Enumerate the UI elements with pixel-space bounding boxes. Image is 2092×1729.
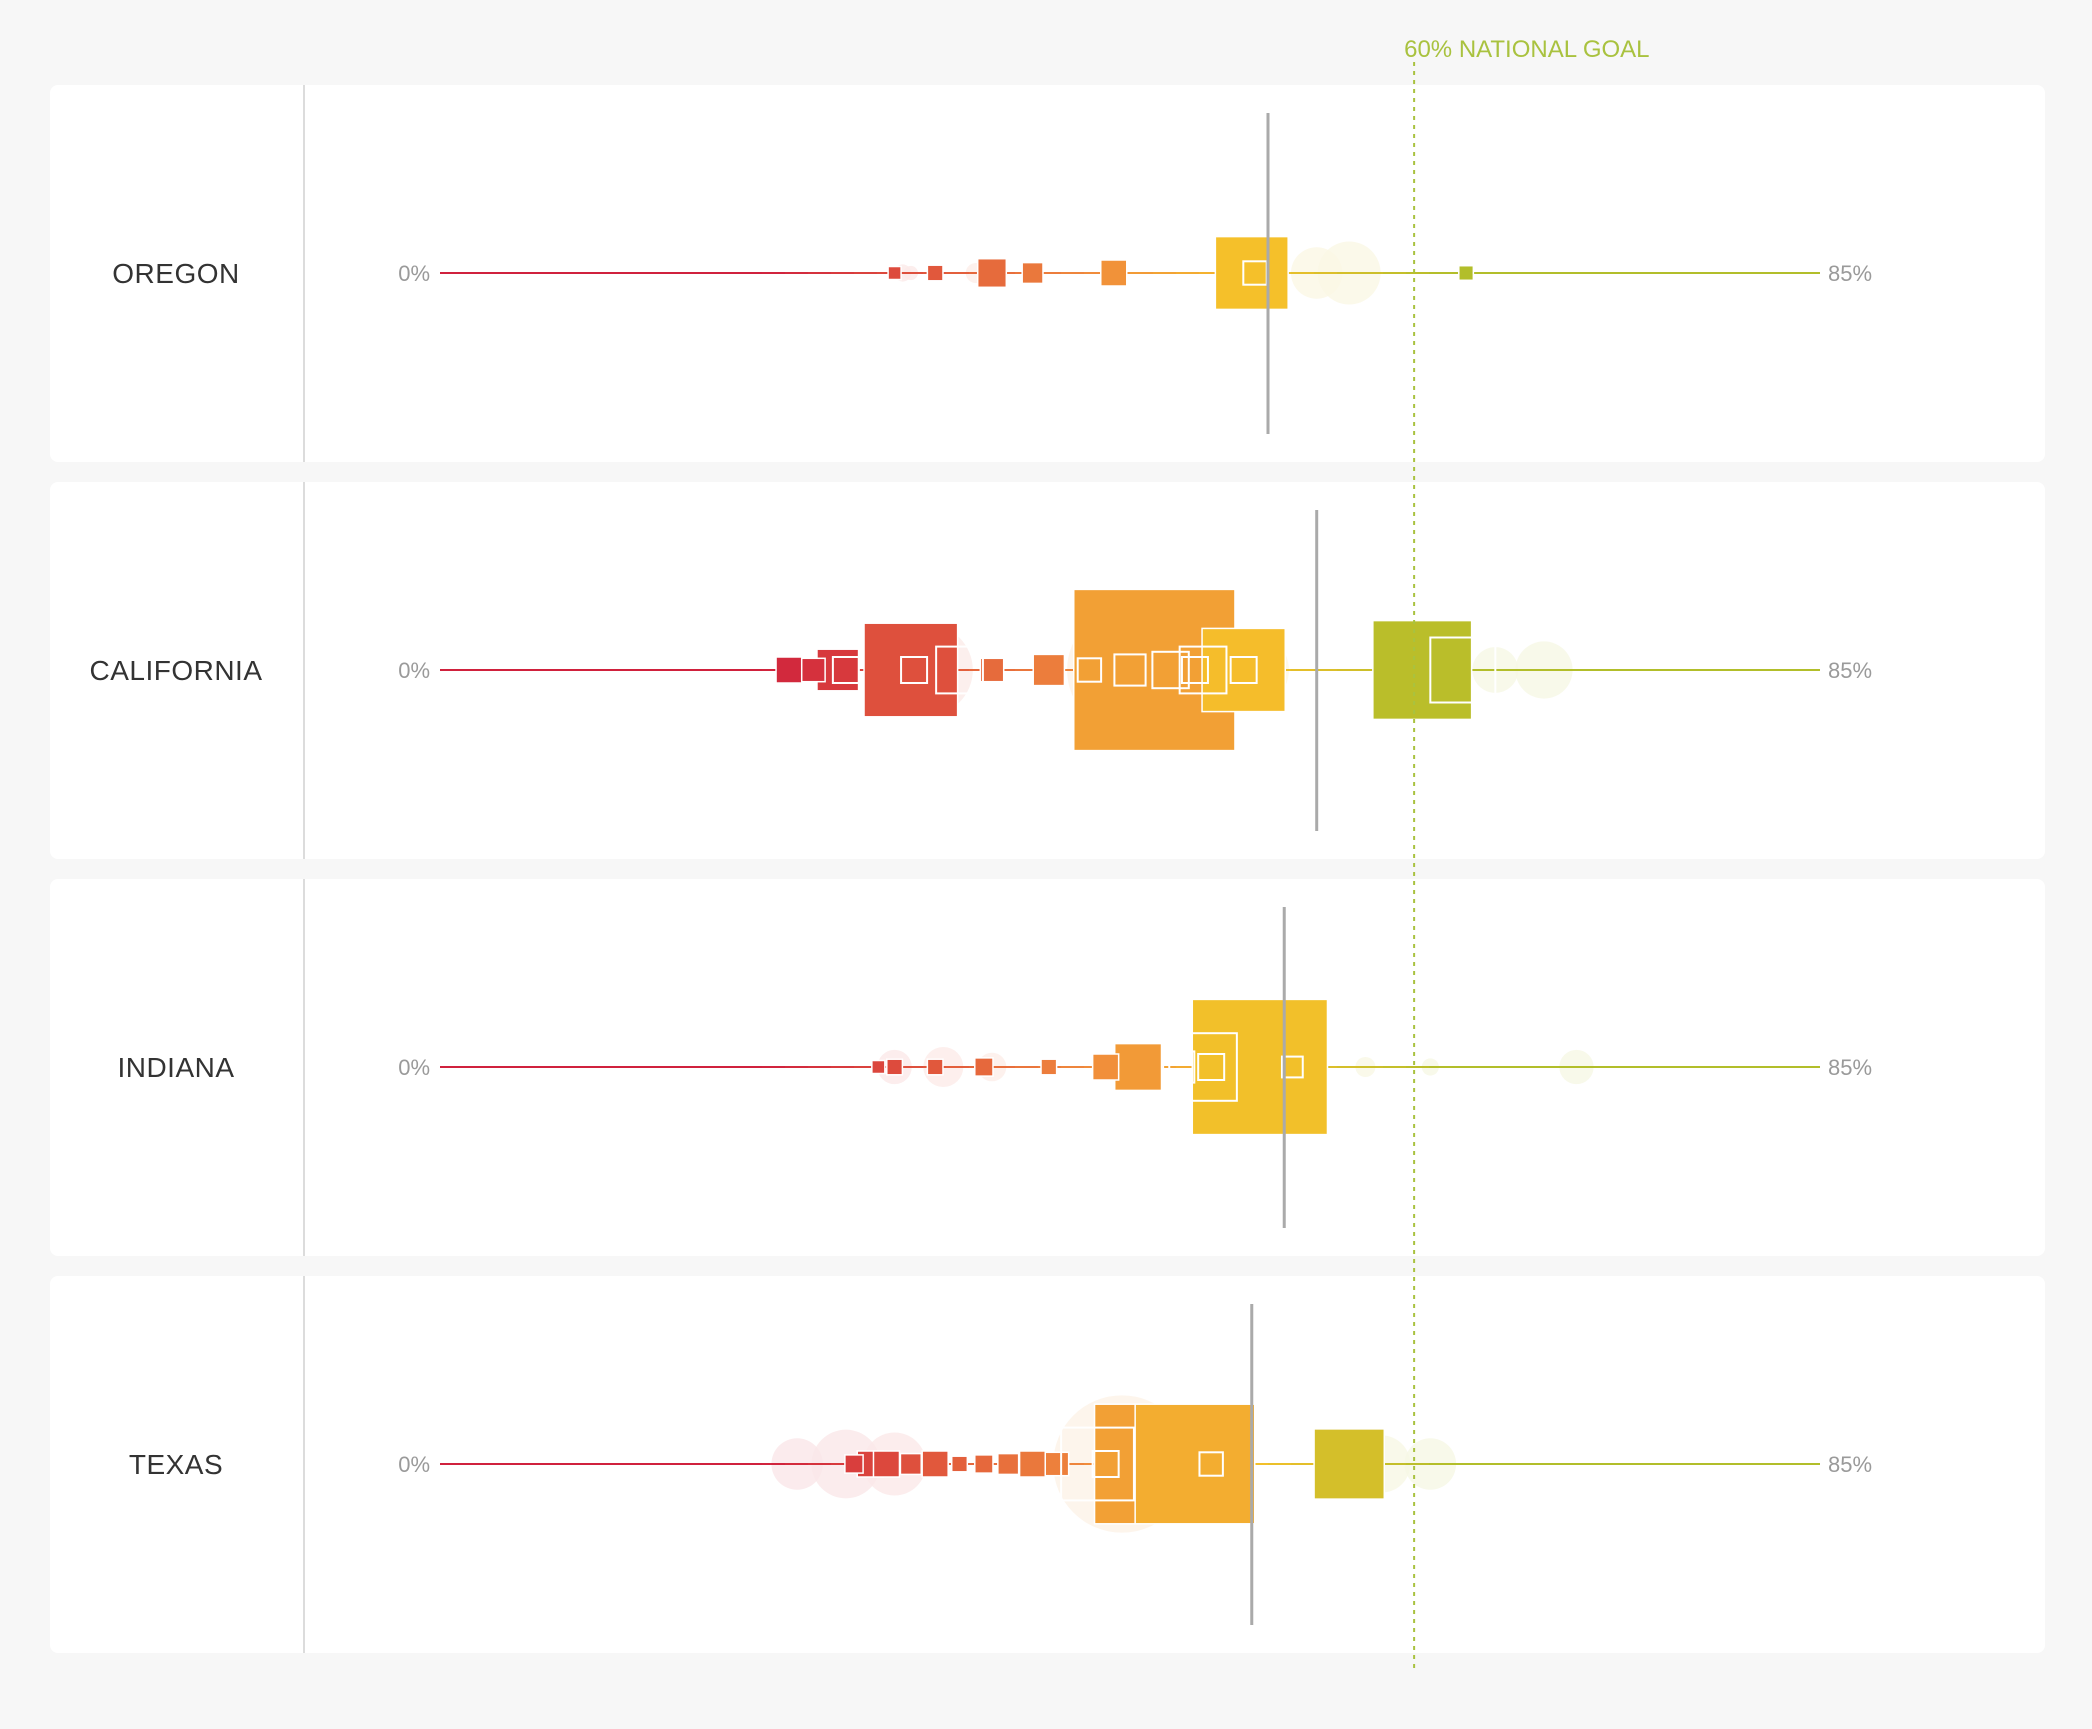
- axis-min-label: 0%: [398, 658, 430, 683]
- institution-marker-outline: [1198, 1451, 1224, 1477]
- institution-marker: [926, 264, 944, 282]
- institution-marker-outline: [1280, 1055, 1304, 1079]
- institution-marker: [1201, 627, 1286, 713]
- state-label: OREGON: [112, 258, 239, 289]
- institution-marker-outline: [1162, 1050, 1196, 1084]
- state-panels: OREGON 0% 85%CALIFORNIA 0% 85%INDIANA 0% 85%TE…: [50, 85, 2045, 1653]
- institution-marker: [979, 657, 1005, 683]
- institution-marker: [974, 1454, 994, 1474]
- axis-min-label: 0%: [398, 1452, 430, 1477]
- institution-marker: [1458, 264, 1475, 282]
- institution-marker-outline: [1429, 636, 1497, 704]
- institution-marker-outline: [1229, 656, 1258, 684]
- institution-marker: [775, 656, 803, 684]
- institution-marker: [1044, 1451, 1070, 1477]
- institution-marker-outline: [1178, 645, 1228, 695]
- institution-marker: [1134, 1403, 1256, 1525]
- state-panel-california: CALIFORNIA 0% 85%: [50, 482, 2045, 859]
- institution-marker: [950, 1455, 969, 1473]
- state-panel-oregon: OREGON 0% 85%: [50, 85, 2045, 462]
- institution-marker: [1091, 1053, 1120, 1081]
- state-label: CALIFORNIA: [89, 655, 262, 686]
- state-panel-texas: TEXAS 0% 85%: [50, 1276, 2045, 1653]
- institution-marker: [1040, 1058, 1058, 1076]
- institution-marker: [1032, 653, 1066, 687]
- institution-marker: [899, 1452, 922, 1476]
- institution-marker: [1372, 619, 1473, 721]
- axis-max-label: 85%: [1828, 261, 1872, 286]
- national-goal-label: 60% NATIONAL GOAL: [1404, 36, 1649, 63]
- axis-max-label: 85%: [1828, 1452, 1872, 1477]
- institution-marker-outline: [831, 656, 860, 684]
- institution-marker-outline: [900, 656, 929, 684]
- axis-min-label: 0%: [398, 261, 430, 286]
- axis-min-label: 0%: [398, 1055, 430, 1080]
- institution-marker: [997, 1452, 1020, 1476]
- institution-marker: [872, 1450, 901, 1478]
- institution-marker-outline: [1113, 653, 1147, 687]
- state-label: INDIANA: [117, 1052, 234, 1083]
- institution-marker: [926, 1058, 944, 1076]
- axis-max-label: 85%: [1828, 658, 1872, 683]
- institution-marker: [1113, 1042, 1163, 1092]
- institution-marker: [1191, 998, 1329, 1136]
- institution-marker: [886, 1058, 904, 1076]
- institution-marker: [1214, 235, 1289, 311]
- institution-marker: [921, 1450, 949, 1478]
- institution-marker-outline: [1168, 1032, 1238, 1102]
- institution-marker: [863, 622, 959, 718]
- institution-marker: [887, 265, 902, 281]
- institution-marker-outline: [1076, 657, 1103, 683]
- institution-marker-outline: [1060, 1426, 1135, 1502]
- institution-marker: [871, 1059, 886, 1075]
- institution-marker: [1021, 261, 1044, 285]
- institution-marker-outline: [1180, 656, 1209, 684]
- institution-marker: [1018, 1450, 1047, 1478]
- institution-marker: [800, 657, 826, 683]
- institution-marker: [976, 257, 1008, 289]
- institution-marker-outline: [1151, 650, 1190, 690]
- state-panel-indiana: INDIANA 0% 85%: [50, 879, 2045, 1256]
- institution-marker-outline: [1091, 1450, 1120, 1478]
- institution-marker: [1313, 1428, 1386, 1500]
- institution-marker: [844, 1454, 864, 1474]
- axis-max-label: 85%: [1828, 1055, 1872, 1080]
- institution-marker-outline: [935, 645, 984, 695]
- institution-marker: [1100, 259, 1128, 287]
- national-goal: 60% NATIONAL GOAL: [1404, 36, 1650, 1672]
- institution-marker-outline: [1197, 1053, 1226, 1081]
- institution-marker: [974, 1057, 994, 1077]
- state-label: TEXAS: [129, 1449, 223, 1480]
